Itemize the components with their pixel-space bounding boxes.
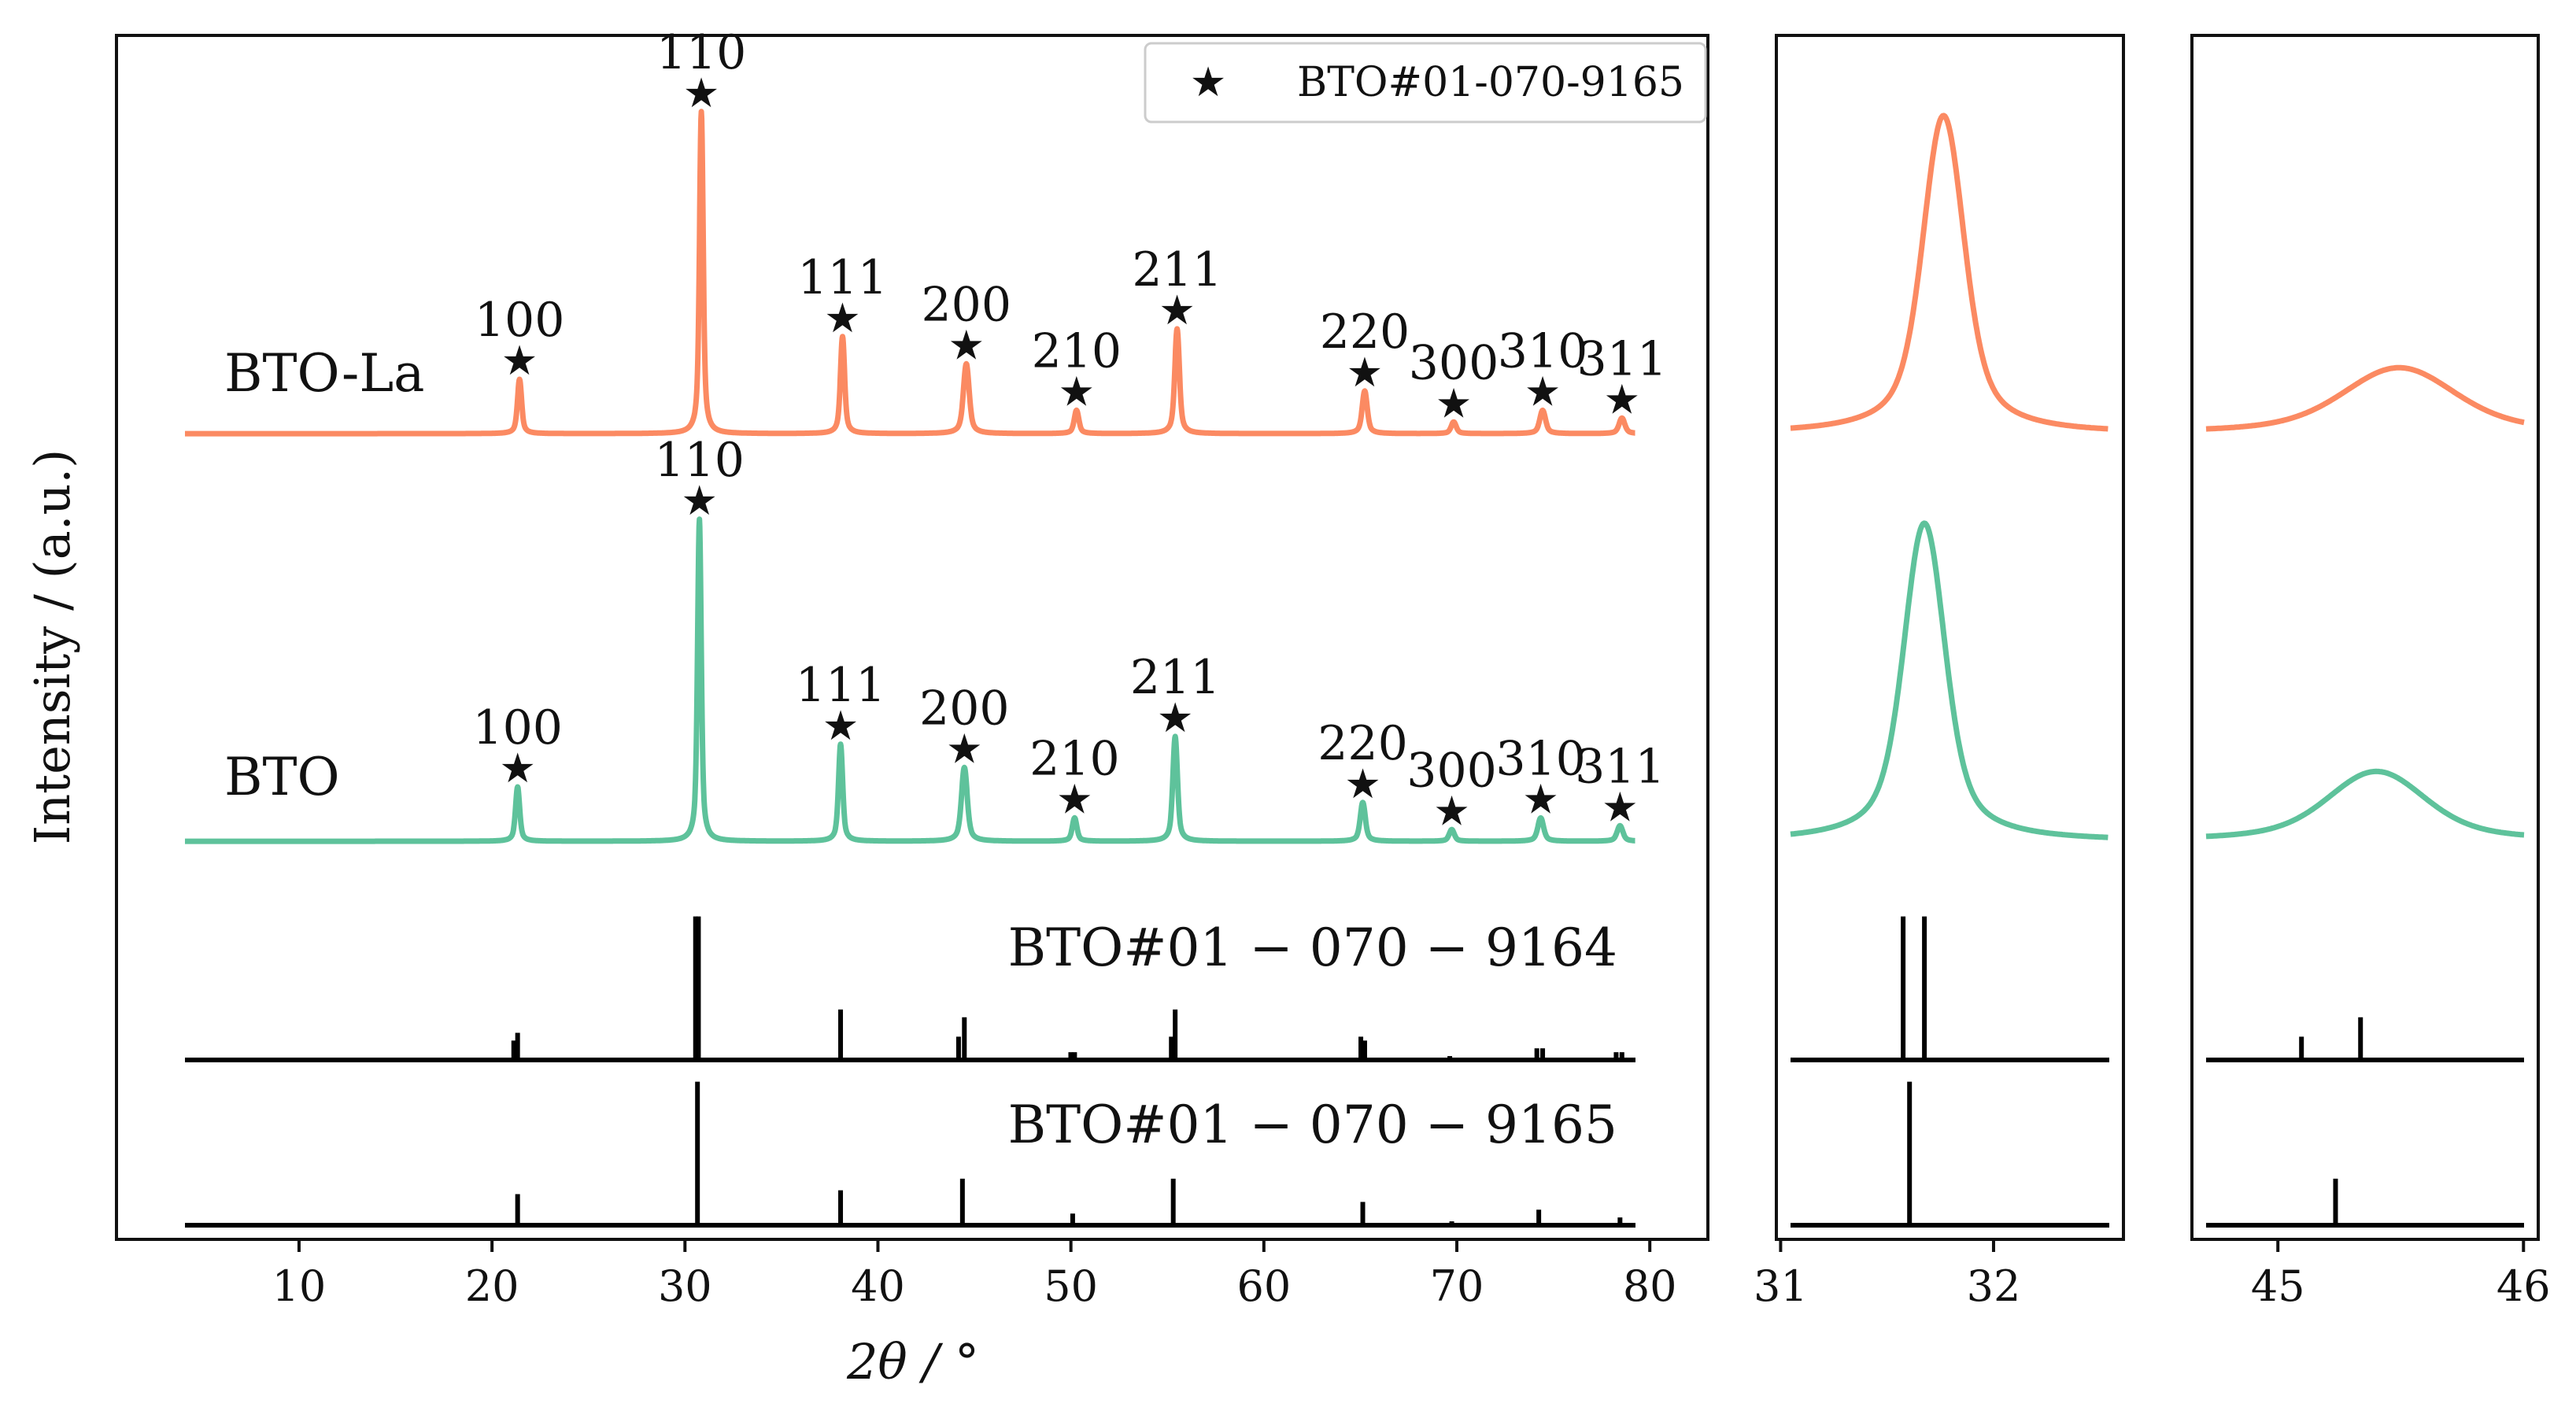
peak-label-bto-311: 311 — [1575, 739, 1665, 794]
peak-star-bto-la-300: ★ — [1436, 380, 1473, 427]
x-tick-label-full-5: 60 — [1236, 1261, 1291, 1311]
x-tick-label-full-4: 50 — [1044, 1261, 1098, 1311]
peak-label-bto-300: 300 — [1406, 743, 1497, 798]
legend: ★ BTO#01-070-9165 — [1144, 42, 1707, 124]
peak-label-bto-111: 111 — [796, 658, 886, 713]
peak-star-bto-la-100: ★ — [501, 338, 538, 385]
series-bto-la-zoom_200 — [2205, 364, 2526, 432]
peak-label-bto-la-200: 200 — [921, 277, 1011, 332]
peak-star-bto-la-110: ★ — [683, 70, 720, 117]
peak-star-bto-111: ★ — [822, 703, 859, 750]
legend-box — [1144, 42, 1707, 124]
peak-star-bto-la-311: ★ — [1603, 376, 1640, 423]
peak-label-bto-la-220: 220 — [1320, 305, 1410, 360]
panel-frame-full — [115, 34, 1709, 1241]
x-tick-label-zoom-110-1: 32 — [1967, 1261, 2021, 1311]
peak-label-bto-220: 220 — [1318, 716, 1408, 771]
peak-star-bto-211: ★ — [1157, 695, 1194, 742]
legend-marker: ★ — [1190, 59, 1227, 106]
x-tick-label-zoom-200-1: 46 — [2497, 1261, 2551, 1311]
peak-star-bto-310: ★ — [1522, 777, 1559, 824]
peak-star-bto-la-210: ★ — [1059, 369, 1096, 416]
panel-frame-zoom-200 — [2190, 34, 2540, 1241]
peak-star-bto-200: ★ — [946, 726, 983, 773]
series-bto-full — [183, 516, 1638, 844]
ref-label-0: BTO#01 − 070 − 9164 — [1008, 918, 1617, 978]
peak-star-bto-311: ★ — [1602, 784, 1639, 831]
x-axis-label: 2θ / ° — [846, 1333, 979, 1390]
peak-label-bto-la-111: 111 — [797, 250, 888, 305]
peak-star-bto-la-111: ★ — [824, 295, 861, 342]
panel-frame-zoom-110 — [1775, 34, 2125, 1241]
peak-label-bto-la-211: 211 — [1132, 242, 1222, 297]
legend-label: BTO#01-070-9165 — [1297, 59, 1684, 106]
peak-label-bto-110: 110 — [654, 433, 745, 488]
peak-label-bto-la-210: 210 — [1032, 324, 1122, 379]
series-bto-zoom_200 — [2205, 768, 2526, 840]
ref-label-1: BTO#01 − 070 − 9165 — [1008, 1095, 1617, 1155]
peak-label-bto-310: 310 — [1495, 732, 1586, 787]
peak-star-bto-la-200: ★ — [948, 322, 985, 369]
peak-star-bto-300: ★ — [1433, 788, 1470, 835]
peak-label-bto-la-300: 300 — [1409, 335, 1499, 390]
peak-star-bto-100: ★ — [499, 745, 536, 792]
peak-label-bto-211: 211 — [1130, 650, 1221, 705]
series-bto-zoom_110 — [1789, 520, 2110, 840]
peak-label-bto-100: 100 — [472, 700, 563, 755]
x-tick-label-full-3: 40 — [851, 1261, 905, 1311]
frames-layer — [115, 34, 2540, 1252]
peak-label-bto-la-310: 310 — [1498, 324, 1588, 379]
peak-label-bto-210: 210 — [1029, 732, 1120, 787]
peak-star-bto-110: ★ — [681, 478, 718, 525]
traces-layer — [183, 109, 2526, 1228]
y-axis-label: Intensity / (a.u.) — [24, 449, 81, 845]
x-tick-label-full-7: 80 — [1623, 1261, 1677, 1311]
peak-label-bto-la-100: 100 — [475, 293, 565, 348]
peak-star-bto-la-220: ★ — [1347, 349, 1384, 397]
x-tick-label-zoom-200-0: 45 — [2251, 1261, 2305, 1311]
x-tick-label-zoom-110-0: 31 — [1754, 1261, 1808, 1311]
peak-label-bto-la-110: 110 — [656, 25, 747, 80]
series-bto-la-zoom_110 — [1789, 113, 2110, 432]
peak-label-bto-200: 200 — [919, 681, 1010, 736]
peak-star-bto-210: ★ — [1056, 777, 1093, 824]
sample-label-bto: BTO — [224, 747, 340, 807]
peak-star-bto-la-310: ★ — [1525, 369, 1561, 416]
x-tick-label-full-0: 10 — [272, 1261, 327, 1311]
labels-layer: 10 20 30 40 50 60 70 80 31 32 45 46★100★110★111★200… — [224, 25, 2551, 1311]
x-tick-label-full-2: 30 — [658, 1261, 712, 1311]
x-tick-label-full-1: 20 — [465, 1261, 519, 1311]
peak-star-bto-la-211: ★ — [1159, 287, 1196, 334]
series-bto-la-full — [183, 109, 1638, 437]
x-tick-label-full-6: 70 — [1430, 1261, 1484, 1311]
peak-star-bto-220: ★ — [1344, 761, 1381, 808]
sample-label-bto-la: BTO-La — [224, 343, 425, 404]
peak-label-bto-la-311: 311 — [1577, 331, 1668, 386]
